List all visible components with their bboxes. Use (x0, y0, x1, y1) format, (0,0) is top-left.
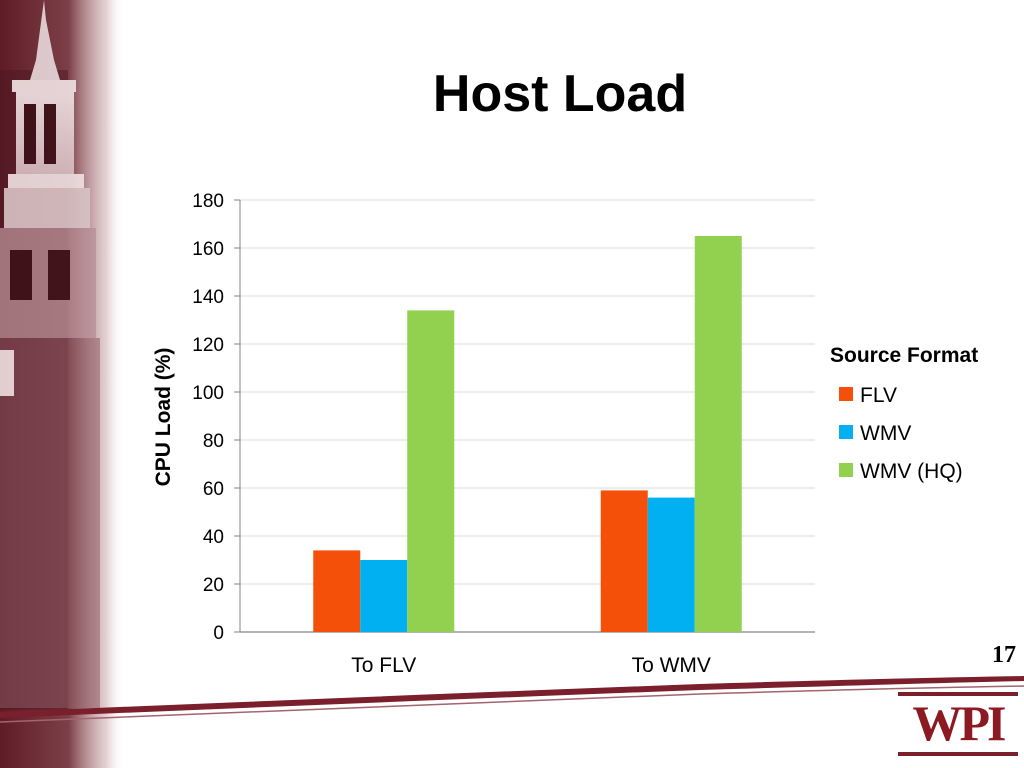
page-number: 17 (992, 642, 1016, 668)
legend-entry-label: WMV (HQ) (860, 460, 963, 483)
bar-flv-0 (313, 550, 361, 632)
bar-wmv-hq-1 (694, 236, 742, 632)
y-tick-label: 100 (192, 383, 224, 404)
y-tick-label: 120 (192, 335, 224, 356)
y-tick-label: 140 (192, 287, 224, 308)
y-tick-label: 180 (192, 191, 224, 212)
y-tick-label: 40 (203, 527, 224, 548)
clock-tower-illustration (0, 0, 100, 710)
x-category-label: To WMV (632, 654, 711, 677)
y-axis-title: CPU Load (%) (152, 348, 175, 487)
logo-rules (898, 692, 1018, 756)
bars (313, 236, 742, 632)
legend: Source Format FLV WMV WMV (HQ) (830, 344, 978, 483)
bar-wmv-1 (647, 497, 695, 632)
bar-wmv-0 (360, 560, 408, 632)
bar-flv-1 (600, 490, 648, 632)
bottom-swoosh-thin (0, 685, 1024, 723)
axis-labels: 0 20 40 60 80 100 120 140 160 180 To FLV To WMV (192, 191, 711, 677)
y-tick-label: 0 (213, 623, 224, 644)
y-tick-label: 20 (203, 575, 224, 596)
y-tick-label: 80 (203, 431, 224, 452)
x-category-label: To FLV (351, 654, 416, 677)
wpi-logo-text: WPI (912, 695, 1007, 751)
legend-title: Source Format (830, 344, 978, 367)
legend-swatch (839, 463, 853, 477)
wpi-logo: WPI (896, 690, 1020, 758)
slide-title: Host Load (432, 65, 688, 123)
bottom-swoosh (0, 676, 1024, 718)
y-tick-label: 160 (192, 239, 224, 260)
legend-entry-label: WMV (860, 422, 911, 445)
legend-swatch (839, 387, 853, 401)
legend-entry-label: FLV (860, 384, 897, 407)
y-tick-label: 60 (203, 479, 224, 500)
legend-swatch (839, 425, 853, 439)
bar-wmv-hq-0 (407, 310, 455, 632)
